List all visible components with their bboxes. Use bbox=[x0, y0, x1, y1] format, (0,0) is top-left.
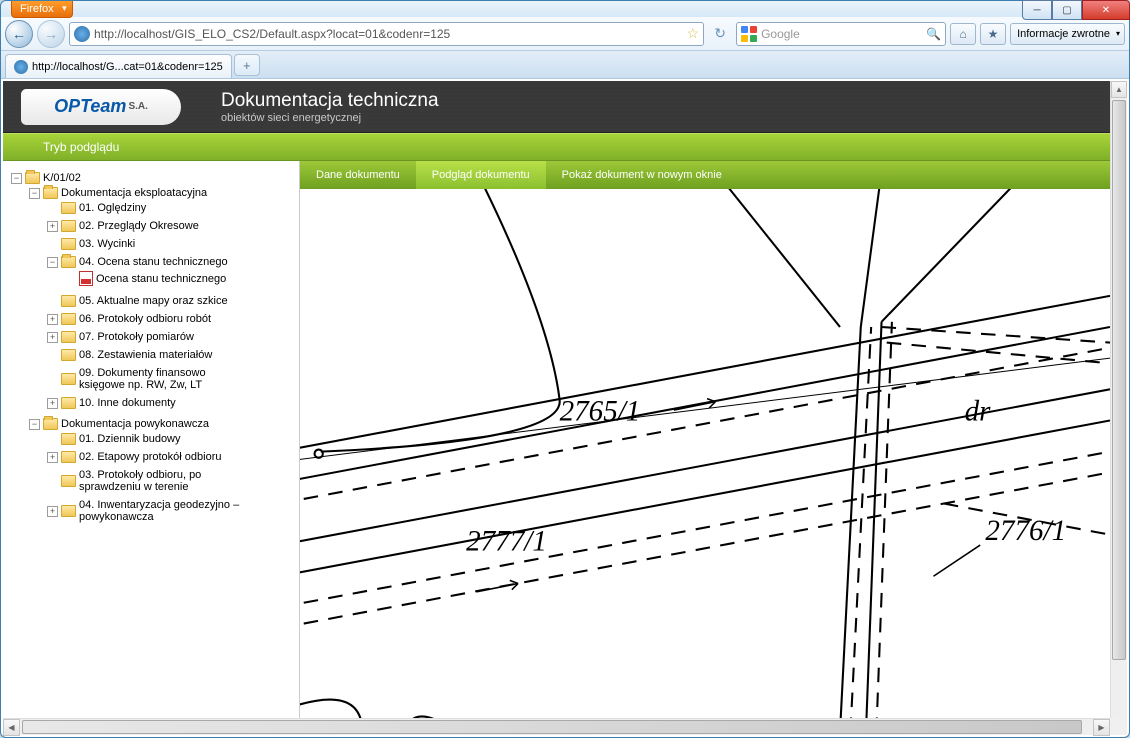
svg-text:2776/1: 2776/1 bbox=[985, 515, 1066, 547]
tree-node[interactable]: 05. Aktualne mapy oraz szkice bbox=[47, 295, 295, 307]
app-logo: OPTeamS.A. bbox=[21, 89, 181, 125]
tab-nowe-okno[interactable]: Pokaż dokument w nowym oknie bbox=[546, 161, 738, 189]
bookmarks-button[interactable]: ★ bbox=[980, 23, 1006, 45]
scroll-up-button[interactable]: ▲ bbox=[1111, 81, 1127, 98]
pdf-icon bbox=[79, 271, 93, 286]
tree-node[interactable]: −Dokumentacja powykonawcza bbox=[29, 418, 295, 430]
tab-dane-dokumentu[interactable]: Dane dokumentu bbox=[300, 161, 416, 189]
tree-node[interactable]: +10. Inne dokumenty bbox=[47, 397, 295, 409]
tree-node[interactable]: +06. Protokoły odbioru robót bbox=[47, 313, 295, 325]
tree-node[interactable]: −Dokumentacja eksploatacyjna bbox=[29, 187, 295, 199]
tree-node[interactable]: +02. Etapowy protokół odbioru bbox=[47, 451, 295, 463]
maximize-button[interactable]: ▢ bbox=[1052, 0, 1082, 20]
tab-icon bbox=[14, 60, 28, 74]
firefox-menu-button[interactable]: Firefox bbox=[11, 1, 73, 18]
site-icon bbox=[74, 26, 90, 42]
scroll-right-button[interactable]: ▶ bbox=[1093, 719, 1110, 736]
scroll-left-button[interactable]: ◀ bbox=[3, 719, 20, 736]
tree-node[interactable]: 01. Oględziny bbox=[47, 202, 295, 214]
tree-leaf-pdf[interactable]: Ocena stanu technicznego bbox=[65, 271, 295, 286]
map-drawing: 2765/1 2777/1 2776/1 dr bbox=[300, 189, 1110, 735]
google-icon bbox=[741, 26, 757, 42]
feedback-button[interactable]: Informacje zwrotne bbox=[1010, 23, 1125, 45]
scroll-corner bbox=[1110, 718, 1127, 735]
bookmark-star-icon[interactable]: ☆ bbox=[687, 25, 700, 42]
url-text: http://localhost/GIS_ELO_CS2/Default.asp… bbox=[94, 27, 450, 41]
tree-node[interactable]: 01. Dziennik budowy bbox=[47, 433, 295, 445]
tab-title: http://localhost/G...cat=01&codenr=125 bbox=[32, 61, 223, 73]
document-preview[interactable]: 2765/1 2777/1 2776/1 dr bbox=[300, 189, 1110, 735]
vertical-scrollbar[interactable]: ▲ ▼ bbox=[1110, 81, 1127, 735]
svg-text:2777/1: 2777/1 bbox=[466, 525, 547, 557]
browser-tab[interactable]: http://localhost/G...cat=01&codenr=125 bbox=[5, 54, 232, 78]
app-header: OPTeamS.A. Dokumentacja techniczna obiek… bbox=[3, 81, 1110, 133]
svg-text:2765/1: 2765/1 bbox=[560, 395, 641, 427]
app-title: Dokumentacja techniczna bbox=[221, 90, 439, 112]
tree-node[interactable]: 08. Zestawienia materiałów bbox=[47, 349, 295, 361]
url-bar[interactable]: http://localhost/GIS_ELO_CS2/Default.asp… bbox=[69, 22, 704, 46]
new-tab-button[interactable]: + bbox=[234, 54, 260, 76]
tree-node[interactable]: +04. Inwentaryzacja geodezyjno – powykon… bbox=[47, 499, 295, 523]
horizontal-scrollbar[interactable]: ◀ ▶ bbox=[3, 718, 1110, 735]
tree-node[interactable]: −04. Ocena stanu technicznego bbox=[47, 256, 295, 268]
tree-node[interactable]: 03. Wycinki bbox=[47, 238, 295, 250]
close-button[interactable]: ✕ bbox=[1082, 0, 1130, 20]
reload-button[interactable]: ↻ bbox=[708, 22, 732, 46]
search-icon[interactable]: 🔍 bbox=[926, 27, 941, 41]
tab-podglad-dokumentu[interactable]: Podgląd dokumentu bbox=[416, 161, 546, 189]
tree-node[interactable]: 03. Protokoły odbioru, po sprawdzeniu w … bbox=[47, 469, 295, 493]
tree-node[interactable]: +07. Protokoły pomiarów bbox=[47, 331, 295, 343]
app-subtitle: obiektów sieci energetycznej bbox=[221, 112, 439, 124]
forward-button: → bbox=[37, 20, 65, 48]
minimize-button[interactable]: ─ bbox=[1022, 0, 1052, 20]
search-placeholder: Google bbox=[761, 27, 800, 41]
svg-text:dr: dr bbox=[965, 395, 992, 427]
tree-node[interactable]: +02. Przeglądy Okresowe bbox=[47, 220, 295, 232]
search-box[interactable]: Google 🔍 bbox=[736, 22, 946, 46]
back-button[interactable]: ← bbox=[5, 20, 33, 48]
tree-panel[interactable]: −K/01/02 −Dokumentacja eksploatacyjna 01… bbox=[3, 161, 299, 735]
tree-node-root[interactable]: −K/01/02 bbox=[11, 172, 295, 184]
home-button[interactable]: ⌂ bbox=[950, 23, 976, 45]
mode-bar: Tryb podglądu bbox=[3, 133, 1110, 161]
scroll-thumb[interactable] bbox=[1112, 100, 1126, 660]
scroll-thumb-h[interactable] bbox=[22, 720, 1082, 734]
tree-node[interactable]: 09. Dokumenty finansowo księgowe np. RW,… bbox=[47, 367, 295, 391]
